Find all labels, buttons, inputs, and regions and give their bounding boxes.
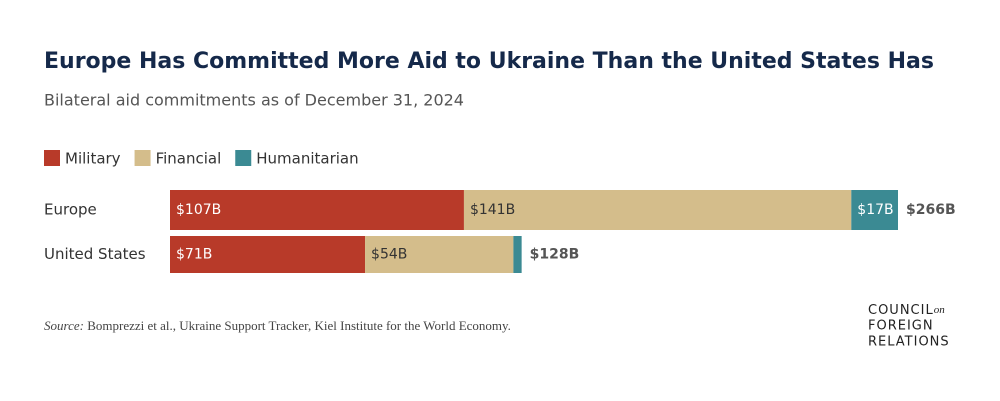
bar-segment <box>170 236 366 273</box>
legend-swatch <box>235 150 252 166</box>
legend-swatch <box>44 150 60 166</box>
value-label: $107B <box>176 202 221 218</box>
value-label: $17B <box>857 202 893 218</box>
logo: COUNCILon FOREIGN RELATIONS <box>868 303 950 350</box>
logo-line: COUNCILon <box>868 303 945 318</box>
source-label: Source: <box>44 318 84 333</box>
value-label: $141B <box>470 202 515 218</box>
logo-line: RELATIONS <box>868 335 950 350</box>
legend-label: Military <box>65 150 121 168</box>
bar-segment <box>365 236 514 273</box>
total-label: $266B <box>906 202 956 218</box>
category-label: Europe <box>44 201 97 219</box>
bar-segment <box>513 236 522 273</box>
chart-subtitle: Bilateral aid commitments as of December… <box>44 91 464 110</box>
bar-segment <box>851 190 898 230</box>
category-label: United States <box>44 245 146 263</box>
logo-line: FOREIGN <box>868 319 934 334</box>
logo-word: COUNCIL <box>868 303 934 318</box>
legend-label: Humanitarian <box>256 150 358 168</box>
bar-segment <box>463 190 852 230</box>
value-label: $71B <box>176 247 212 263</box>
value-label: $54B <box>371 247 407 263</box>
legend-swatch <box>134 150 151 166</box>
source-text: Bomprezzi et al., Ukraine Support Tracke… <box>87 318 511 333</box>
total-label: $128B <box>530 247 580 263</box>
legend-label: Financial <box>156 150 222 168</box>
chart-title: Europe Has Committed More Aid to Ukraine… <box>44 49 934 74</box>
source: Source: Bomprezzi et al., Ukraine Suppor… <box>44 318 511 333</box>
logo-word: on <box>934 304 946 316</box>
bar-segment <box>170 190 464 230</box>
